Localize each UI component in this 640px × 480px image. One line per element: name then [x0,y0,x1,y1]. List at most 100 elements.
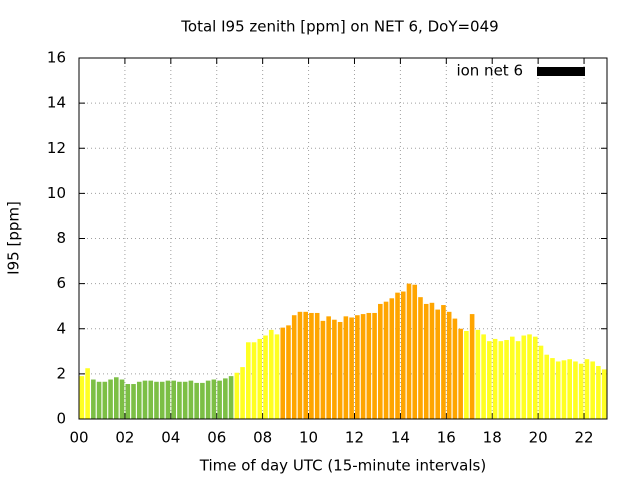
x-tick-label: 08 [253,429,272,447]
bar [257,338,263,419]
bar [119,379,125,419]
bar [481,334,486,419]
bar [148,380,154,419]
bar [182,381,188,419]
bar [251,342,257,419]
bar [601,369,607,419]
bar [223,378,228,419]
x-tick-label: 10 [299,429,318,447]
bar [596,365,601,419]
bar [171,380,176,419]
bar [412,284,418,419]
bar [91,379,96,419]
bar [343,316,349,419]
bar [136,381,142,419]
x-tick-label: 06 [207,429,226,447]
y-tick-label: 0 [56,410,66,428]
bar [188,380,194,419]
bar [429,302,435,419]
bar [538,345,544,419]
plot-frame [78,57,608,420]
legend-swatch [537,67,585,76]
x-tick-label: 20 [529,429,548,447]
bar [492,338,498,419]
bar [550,358,555,419]
bar [246,342,251,419]
bar [320,320,326,419]
bar [240,367,245,419]
bar [268,329,274,419]
bar [194,382,199,419]
bar [383,301,389,419]
bar [435,309,440,419]
bar [498,341,504,419]
bar [378,303,383,419]
bar [314,312,320,419]
bar [515,341,521,419]
y-tick-label: 16 [47,49,66,67]
bar [521,335,527,419]
bar [291,315,297,419]
x-tick-label: 14 [391,429,410,447]
bar [125,384,131,419]
x-tick-label: 02 [115,429,134,447]
bar [532,336,538,419]
bar [234,372,240,419]
y-tick-label: 10 [47,184,66,202]
bar [355,315,360,419]
x-axis-label: Time of day UTC (15-minute intervals) [199,457,486,475]
y-tick-label: 14 [47,94,66,112]
bar [584,359,590,419]
bar [406,283,412,419]
bar [205,380,211,419]
bar [102,381,108,419]
x-tick-label: 00 [69,429,88,447]
bar [177,381,182,419]
bar [131,384,136,419]
bar [217,380,222,419]
bar [108,379,113,419]
bar [469,314,475,419]
bar [228,376,234,419]
bar [544,354,550,419]
y-tick-label: 12 [47,139,66,157]
bar [418,297,423,419]
bar [567,359,572,419]
bar [360,314,366,419]
y-tick-label: 8 [56,229,66,247]
bar [286,325,291,419]
bar [400,291,406,419]
bar [452,318,458,419]
bar [96,381,102,419]
bar [446,311,452,419]
bar [326,316,331,419]
bar [85,368,90,419]
bar [159,381,165,419]
y-tick-label: 6 [56,274,66,292]
x-tick-label: 12 [345,429,364,447]
bar [142,380,148,419]
bar [309,312,314,419]
bar [349,317,354,419]
y-tick-label: 4 [56,319,66,337]
bar [504,340,509,419]
bar [274,334,280,419]
bar [441,305,446,419]
bar [423,303,429,419]
y-axis-label: I95 [ppm] [5,201,23,275]
bar [573,361,578,419]
x-tick-label: 16 [437,429,456,447]
bar [280,327,286,419]
bar [114,377,119,419]
x-tick-label: 04 [161,429,180,447]
bar [458,328,463,419]
bar [487,341,492,419]
bar [510,336,515,419]
bar [263,335,268,419]
bar [590,361,595,419]
bar [165,380,171,419]
legend-label: ion net 6 [456,62,523,80]
x-tick-label: 22 [574,429,593,447]
bar [211,379,217,419]
chart-title: Total I95 zenith [ppm] on NET 6, DoY=049 [180,18,498,36]
